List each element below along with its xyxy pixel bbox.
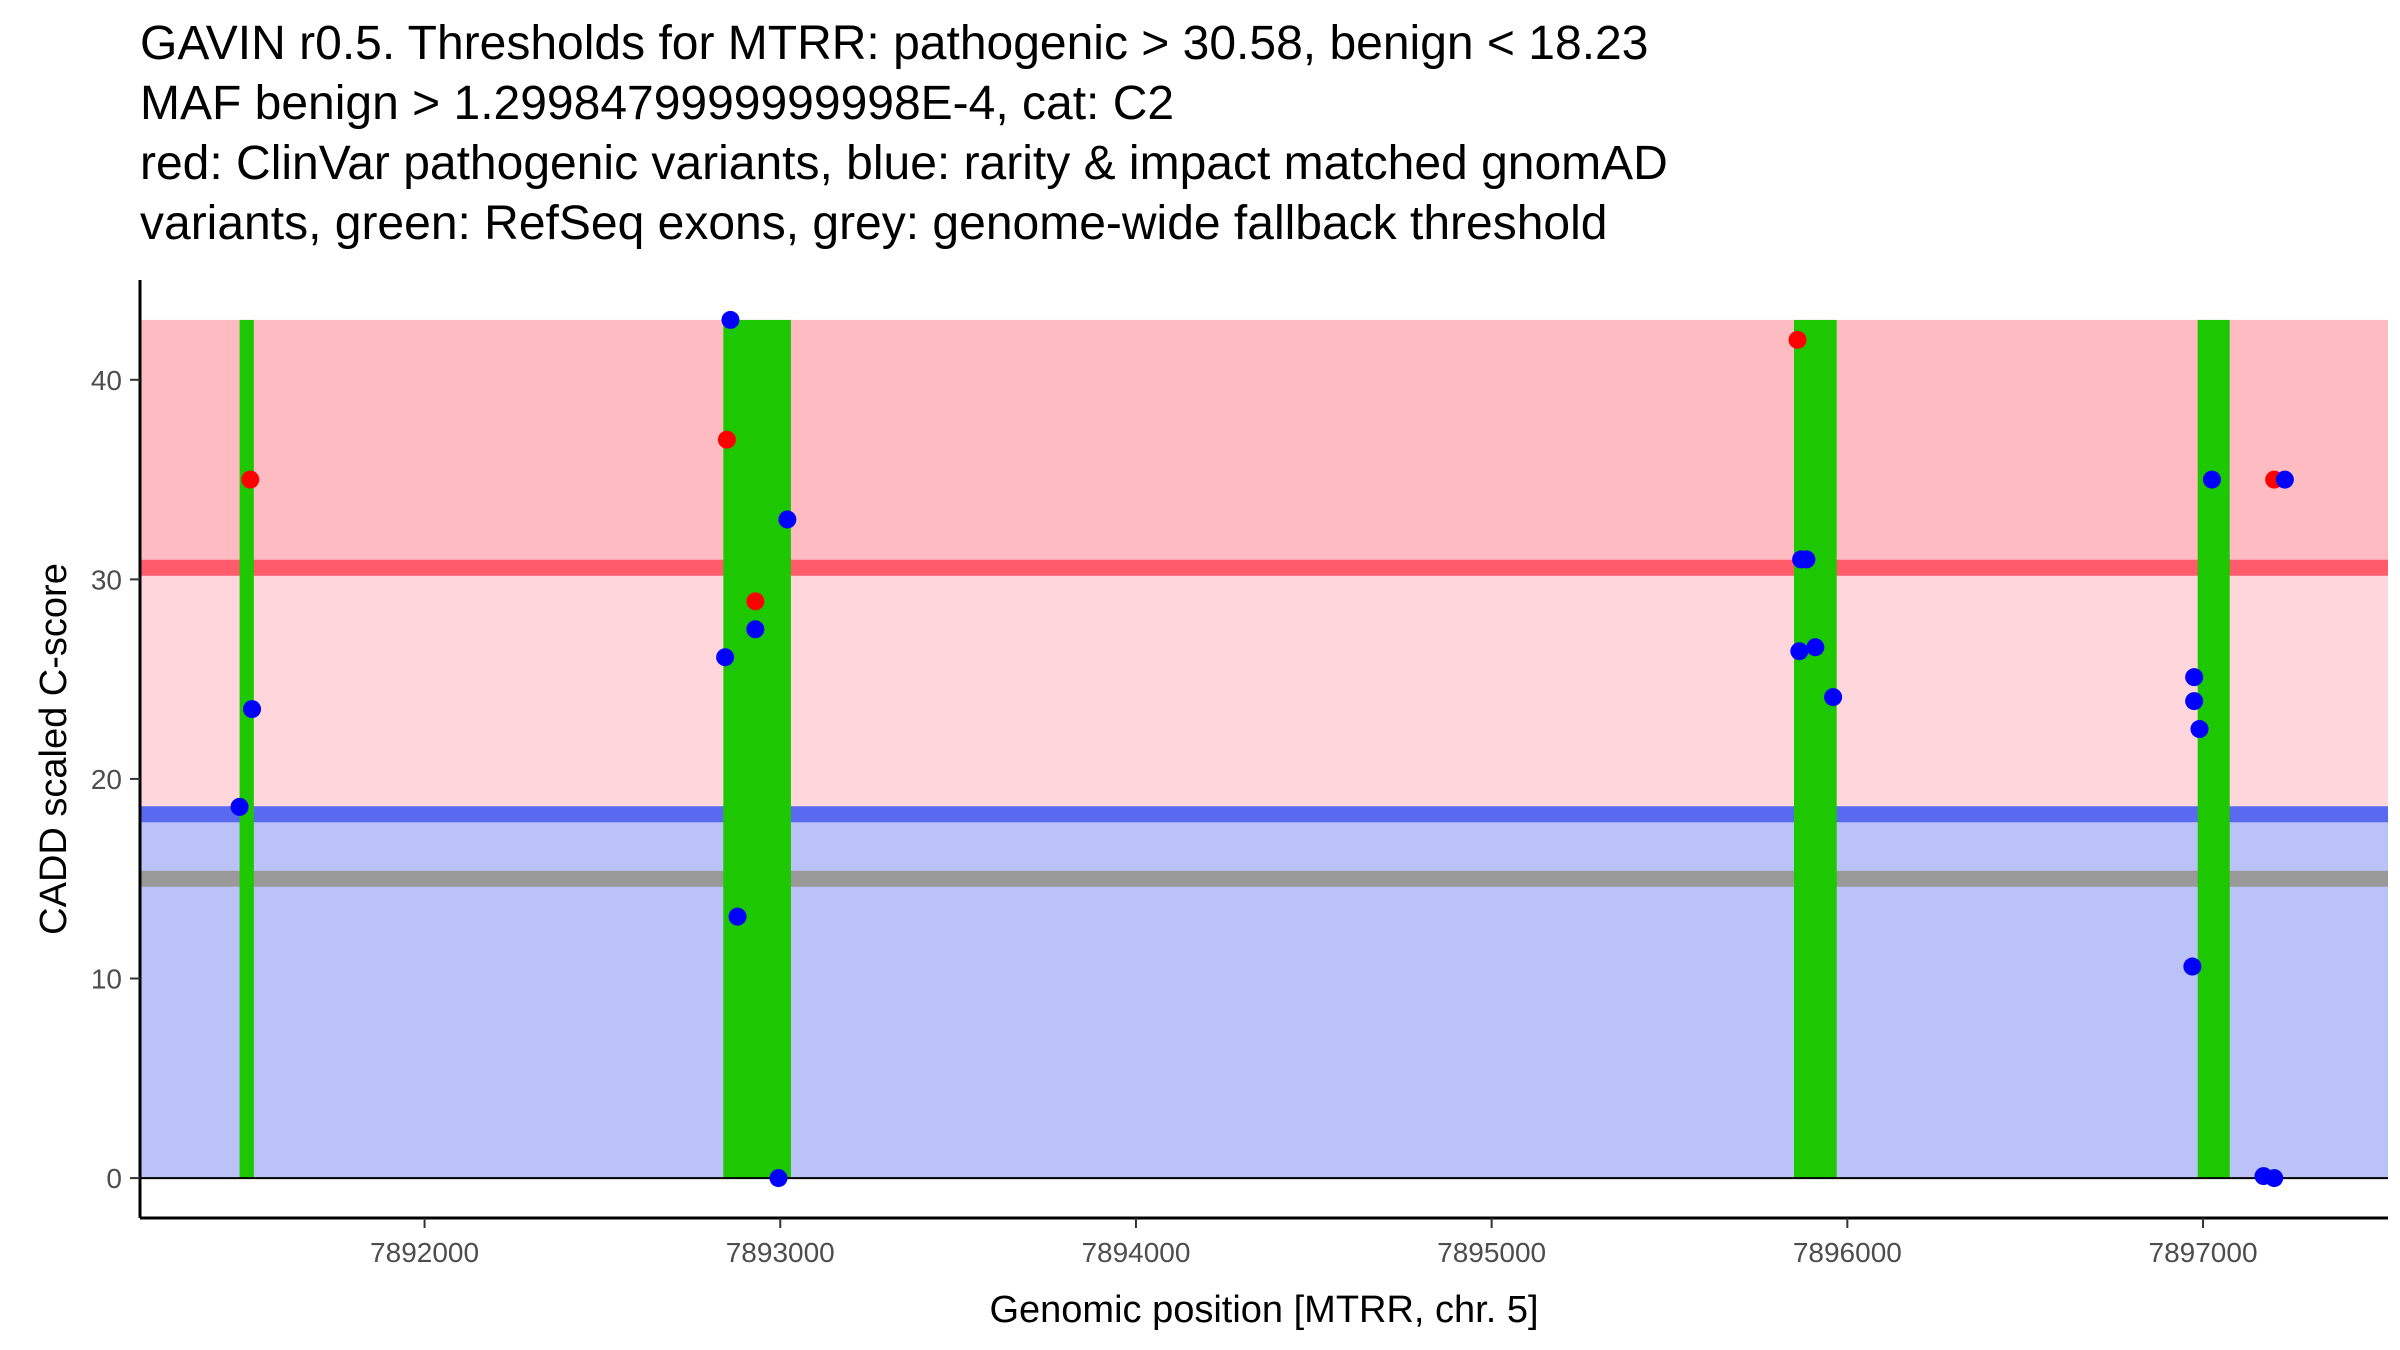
threshold-regions <box>140 319 2388 1179</box>
gnomad-point-1 <box>230 797 249 816</box>
y-tick-label-5: 40 <box>91 365 122 396</box>
gnomad-point-8 <box>769 1169 788 1188</box>
axes: 7892000 7893000 7894000 7895000 7896000 78970… <box>91 280 2388 1268</box>
gnomad-point-16 <box>2190 720 2209 739</box>
x-tick-label-4: 7895000 <box>1437 1237 1546 1268</box>
chart-title: GAVIN r0.5. Thresholds for MTRR: pathoge… <box>140 14 2380 254</box>
title-line-2: MAF benign > 1.2998479999999998E-4, cat:… <box>140 77 1175 130</box>
gnomad-point-18 <box>2202 470 2221 489</box>
gnomad-point-11 <box>1790 642 1809 661</box>
exon-bar-3 <box>1793 319 1837 1179</box>
exon-bar-2 <box>723 319 791 1179</box>
gnomad-point-6 <box>728 907 747 926</box>
exon-bars <box>239 319 2230 1179</box>
gnomad-point-21 <box>2275 470 2294 489</box>
y-tick-label-2: 10 <box>91 964 122 995</box>
gnomad-point-7 <box>778 510 797 529</box>
x-axis-title: Genomic position [MTRR, chr. 5] <box>989 1289 1538 1331</box>
gnomad-point-17 <box>2183 957 2202 976</box>
gnomad-point-10 <box>1797 550 1816 569</box>
gnomad-point-20 <box>2265 1169 2284 1188</box>
y-tick-label-4: 30 <box>91 564 122 595</box>
title-line-1: GAVIN r0.5. Thresholds for MTRR: pathoge… <box>140 17 1649 70</box>
x-tick-label-5: 7896000 <box>1793 1237 1902 1268</box>
intermediate-region <box>140 567 2388 815</box>
x-tick-label-1: 7892000 <box>370 1237 479 1268</box>
benign-region <box>140 814 2388 1179</box>
gnomad-point-12 <box>1806 638 1825 657</box>
gnomad-point-4 <box>716 648 735 667</box>
y-axis-title: CADD scaled C-score <box>33 563 75 935</box>
y-tick-label-3: 20 <box>91 764 122 795</box>
clinvar-point-3 <box>746 592 765 611</box>
x-tick-label-3: 7894000 <box>1081 1237 1190 1268</box>
clinvar-point-1 <box>241 470 260 489</box>
gnomad-point-5 <box>746 620 765 639</box>
variant-points <box>230 310 2294 1188</box>
exon-bar-1 <box>239 319 254 1179</box>
gnomad-point-15 <box>2185 692 2204 711</box>
clinvar-point-2 <box>717 430 736 449</box>
gnomad-point-13 <box>1824 688 1843 707</box>
exon-bar-4 <box>2197 319 2230 1179</box>
gnomad-point-3 <box>721 310 740 329</box>
gnomad-point-2 <box>243 700 262 719</box>
clinvar-point-4 <box>1788 330 1807 349</box>
title-line-3: red: ClinVar pathogenic variants, blue: … <box>140 137 1668 190</box>
title-line-4: variants, green: RefSeq exons, grey: gen… <box>140 197 1608 250</box>
y-tick-label-1: 0 <box>106 1163 122 1194</box>
x-tick-label-2: 7893000 <box>726 1237 835 1268</box>
pathogenic-region <box>140 319 2388 568</box>
gnomad-point-14 <box>2185 668 2204 687</box>
x-tick-label-6: 7897000 <box>2149 1237 2258 1268</box>
